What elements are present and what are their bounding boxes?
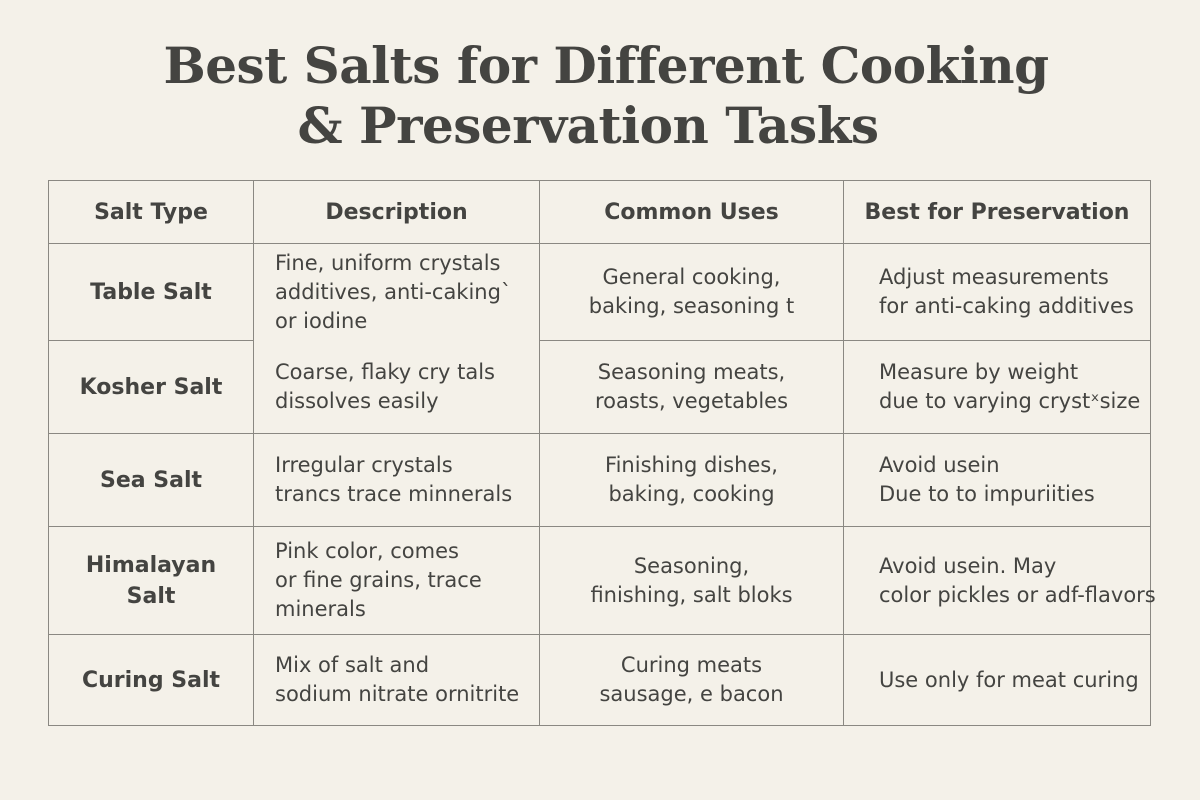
- common-uses-cell: General cooking, baking, seasoning t: [539, 243, 844, 341]
- salt-type-text: Curing Salt: [81, 667, 220, 693]
- common-uses-cell: Curing meats sausage, e bacon: [539, 634, 844, 726]
- description-text: minerals: [275, 597, 366, 621]
- description-text: Fine, uniform crystals: [275, 250, 501, 275]
- description-text: Coarse, flaky cry tals: [275, 359, 495, 384]
- description-cell: Fine, uniform crystals additives, anti-ca…: [253, 243, 540, 341]
- common-uses-text: Curing meats: [620, 653, 763, 677]
- salt-type-cell: Table Salt: [48, 243, 254, 341]
- common-uses-text: roasts, vegetables: [594, 389, 789, 413]
- header-description: Description: [253, 180, 540, 244]
- preservation-cell: Use only for meat curing: [843, 634, 1151, 726]
- preservation-text: Use only for meat curing: [879, 667, 1139, 692]
- table-row: Table Salt Fine, uniform crystals additive…: [48, 243, 1151, 341]
- table-row: Curing Salt Mix of salt and sodium nitrate…: [48, 634, 1151, 726]
- description-text: dissolves easily: [275, 388, 439, 413]
- description-text: or iodine: [275, 308, 368, 333]
- header-common-uses: Common Uses: [539, 180, 844, 244]
- salt-type-cell: Sea Salt: [48, 433, 254, 527]
- description-text: additives, anti-caking`: [275, 279, 512, 304]
- description-cell: Coarse, flaky cry tals dissolves easily: [253, 340, 540, 434]
- salt-comparison-table: Salt Type Description Common Uses Best f…: [48, 180, 1156, 726]
- common-uses-text: finishing, salt bloks: [590, 582, 793, 607]
- salt-type-text: Sea Salt: [99, 467, 203, 493]
- description-text: trancs trace minnerals: [275, 482, 513, 506]
- preservation-cell: Avoid usein Due to to impuriities: [843, 433, 1151, 527]
- common-uses-text: Finishing dishes,: [605, 453, 778, 477]
- page-title: Best Salts for Different Cooking & Prese…: [0, 36, 1200, 156]
- common-uses-text: sausage, e bacon: [599, 682, 784, 706]
- header-row: Salt Type Description Common Uses Best f…: [48, 180, 1151, 244]
- salt-type-cell: Himalayan Salt: [48, 526, 254, 635]
- preservation-text: Adjust measurements: [879, 265, 1109, 289]
- preservation-text: Avoid usein. May: [879, 553, 1057, 578]
- salt-type-text: Himalayan: [85, 552, 217, 578]
- salt-type-text: Salt: [126, 583, 176, 609]
- table-row: Kosher Salt Coarse, flaky cry tals dissolv…: [48, 340, 1151, 434]
- salt-type-text: Kosher Salt: [79, 374, 223, 400]
- common-uses-text: baking, seasoning t: [588, 294, 795, 318]
- preservation-text: Measure by weight: [879, 360, 1079, 384]
- description-cell: Pink color, comes or fine grains, trace mi…: [253, 526, 540, 635]
- header-best-for-preservation: Best for Preservation: [843, 180, 1151, 244]
- header-salt-type: Salt Type: [48, 180, 254, 244]
- salt-type-cell: Kosher Salt: [48, 340, 254, 434]
- preservation-text: Avoid usein: [879, 453, 1000, 477]
- common-uses-text: General cooking,: [602, 265, 781, 289]
- title-line-1: Best Salts for Different Cooking: [163, 36, 1049, 95]
- description-text: Mix of salt and: [275, 653, 430, 677]
- description-cell: Mix of salt and sodium nitrate ornitrite: [253, 634, 540, 726]
- common-uses-cell: Seasoning, finishing, salt bloks: [539, 526, 844, 635]
- title-line-2: & Preservation Tasks: [297, 96, 879, 155]
- common-uses-text: Seasoning,: [633, 553, 750, 578]
- common-uses-cell: Seasoning meats, roasts, vegetables: [539, 340, 844, 434]
- common-uses-text: Seasoning meats,: [597, 360, 786, 384]
- preservation-cell: Adjust measurements for anti-caking addit…: [843, 243, 1151, 341]
- preservation-text: Due to to impuriities: [879, 482, 1095, 506]
- common-uses-cell: Finishing dishes, baking, cooking: [539, 433, 844, 527]
- preservation-cell: Measure by weight due to varying crystˣsi…: [843, 340, 1151, 434]
- salt-type-text: Table Salt: [90, 279, 212, 305]
- description-text: Pink color, comes: [275, 539, 459, 563]
- salt-type-cell: Curing Salt: [48, 634, 254, 726]
- description-text: Irregular crystals: [275, 453, 453, 477]
- description-text: or fine grains, trace: [275, 568, 482, 592]
- description-cell: Irregular crystals trancs trace minnerals: [253, 433, 540, 527]
- preservation-text: for anti-caking additives: [879, 294, 1134, 318]
- table-row: Himalayan Salt Pink color, comes or fine gr…: [48, 526, 1156, 635]
- table-row: Sea Salt Irregular crystals trancs trace m…: [48, 433, 1151, 527]
- preservation-text: color pickles or adf-flavors: [879, 582, 1156, 607]
- preservation-text: due to varying crystˣsize: [879, 389, 1141, 413]
- description-text: sodium nitrate ornitrite: [275, 682, 520, 706]
- preservation-cell: Avoid usein. May color pickles or adf-fla…: [843, 526, 1156, 635]
- common-uses-text: baking, cooking: [608, 482, 775, 506]
